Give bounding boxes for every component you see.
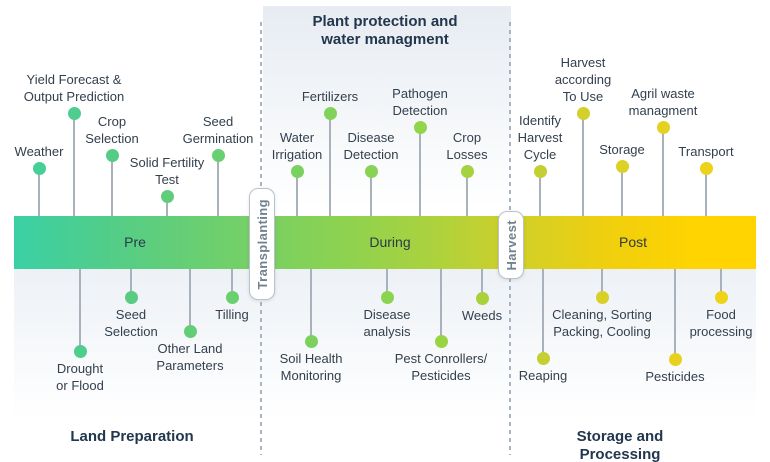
disease-analysis-label: Disease analysis bbox=[363, 307, 411, 339]
drought-or-flood-dot bbox=[73, 344, 87, 358]
reaping-stem bbox=[542, 269, 544, 358]
seed-germination-stem bbox=[217, 155, 219, 216]
weather-dot bbox=[32, 161, 46, 175]
water-irrigation-label: Water Irrigation bbox=[271, 130, 323, 162]
tilling-label: Tilling bbox=[215, 307, 249, 322]
seed-selection-stem bbox=[130, 269, 132, 297]
soil-health-monitoring-stem bbox=[310, 269, 312, 341]
food-processing-stem bbox=[720, 269, 722, 297]
pesticides-label: Pesticides bbox=[645, 369, 705, 384]
harvest-according-to-use-stem bbox=[582, 113, 584, 216]
solid-fertility-test-stem bbox=[166, 196, 168, 216]
soil-health-monitoring-label: Soil Health Monitoring bbox=[279, 351, 343, 383]
pest-conrollers-pesticides-dot bbox=[434, 334, 448, 348]
agril-waste-managment-stem bbox=[662, 127, 664, 216]
agril-waste-managment-dot bbox=[656, 120, 670, 134]
food-processing-dot bbox=[714, 290, 728, 304]
cleaning-sorting-packing-cooling-stem bbox=[601, 269, 603, 297]
pathogen-detection-dot bbox=[413, 120, 427, 134]
solid-fertility-test-label: Solid Fertility Test bbox=[129, 155, 205, 187]
disease-detection-label: Disease Detection bbox=[343, 130, 399, 162]
cleaning-sorting-packing-cooling-dot bbox=[595, 290, 609, 304]
tilling-dot bbox=[225, 290, 239, 304]
storage-dot bbox=[615, 159, 629, 173]
crop-selection-dot bbox=[105, 148, 119, 162]
pesticides-dot bbox=[668, 352, 682, 366]
yield-forecast-output-prediction-label: Yield Forecast & Output Prediction bbox=[23, 72, 125, 104]
bar-label-post: Post bbox=[618, 234, 648, 250]
section-title-land-preparation: Land Preparation bbox=[70, 428, 194, 445]
seed-selection-dot bbox=[124, 290, 138, 304]
weather-label: Weather bbox=[14, 144, 64, 159]
pathogen-detection-stem bbox=[419, 127, 421, 216]
water-irrigation-dot bbox=[290, 164, 304, 178]
tilling-stem bbox=[231, 269, 233, 297]
drought-or-flood-label: Drought or Flood bbox=[56, 361, 104, 393]
other-land-parameters-stem bbox=[189, 269, 191, 331]
disease-analysis-stem bbox=[386, 269, 388, 297]
middle-panel-background bbox=[263, 6, 511, 216]
crop-losses-dot bbox=[460, 164, 474, 178]
disease-detection-dot bbox=[364, 164, 378, 178]
weeds-label: Weeds bbox=[461, 308, 503, 323]
cleaning-sorting-packing-cooling-label: Cleaning, Sorting Packing, Cooling bbox=[552, 307, 652, 339]
pesticides-stem bbox=[674, 269, 676, 359]
crop-selection-label: Crop Selection bbox=[85, 114, 139, 146]
water-irrigation-stem bbox=[296, 171, 298, 216]
transport-label: Transport bbox=[678, 144, 734, 159]
storage-stem bbox=[621, 166, 623, 216]
other-land-parameters-dot bbox=[183, 324, 197, 338]
food-processing-label: Food processing bbox=[689, 307, 753, 339]
fertilizers-stem bbox=[329, 113, 331, 216]
pest-conrollers-pesticides-label: Pest Conrollers/ Pesticides bbox=[394, 351, 488, 383]
seed-selection-label: Seed Selection bbox=[104, 307, 158, 339]
harvest-according-to-use-label: Harvest according To Use bbox=[554, 55, 612, 104]
seed-germination-dot bbox=[211, 148, 225, 162]
storage-label: Storage bbox=[599, 142, 645, 157]
milestone-transplanting-label: Transplanting bbox=[254, 198, 270, 290]
bar-label-pre: Pre bbox=[124, 234, 146, 250]
soil-health-monitoring-dot bbox=[304, 334, 318, 348]
weeds-stem bbox=[481, 269, 483, 298]
harvest-according-to-use-dot bbox=[576, 106, 590, 120]
identify-harvest-cycle-label: Identify Harvest Cycle bbox=[517, 113, 563, 162]
crop-losses-stem bbox=[466, 171, 468, 216]
disease-analysis-dot bbox=[380, 290, 394, 304]
other-land-parameters-label: Other Land Parameters bbox=[156, 341, 224, 373]
seed-germination-label: Seed Germination bbox=[182, 114, 254, 146]
milestone-harvest-label: Harvest bbox=[503, 219, 519, 271]
reaping-dot bbox=[536, 351, 550, 365]
weather-stem bbox=[38, 168, 40, 216]
section-title-storage-processing: Storage and Processing bbox=[576, 428, 664, 462]
agril-waste-managment-label: Agril waste managment bbox=[628, 86, 698, 118]
crop-selection-stem bbox=[111, 155, 113, 216]
milestone-harvest: Harvest bbox=[498, 211, 524, 279]
weeds-dot bbox=[475, 291, 489, 305]
bar-label-during: During bbox=[369, 234, 411, 250]
identify-harvest-cycle-dot bbox=[533, 164, 547, 178]
identify-harvest-cycle-stem bbox=[539, 171, 541, 216]
pathogen-detection-label: Pathogen Detection bbox=[392, 86, 448, 118]
reaping-label: Reaping bbox=[518, 368, 568, 383]
crop-losses-label: Crop Losses bbox=[446, 130, 488, 162]
section-title-plant-protection: Plant protection and water managment bbox=[312, 13, 458, 48]
fertilizers-dot bbox=[323, 106, 337, 120]
pest-conrollers-pesticides-stem bbox=[440, 269, 442, 341]
yield-forecast-output-prediction-dot bbox=[67, 106, 81, 120]
fertilizers-label: Fertilizers bbox=[301, 89, 359, 104]
disease-detection-stem bbox=[370, 171, 372, 216]
timeline-gradient-bar bbox=[14, 216, 756, 269]
yield-forecast-output-prediction-stem bbox=[73, 113, 75, 216]
drought-or-flood-stem bbox=[79, 269, 81, 351]
transport-dot bbox=[699, 161, 713, 175]
solid-fertility-test-dot bbox=[160, 189, 174, 203]
milestone-transplanting: Transplanting bbox=[249, 188, 275, 300]
transport-stem bbox=[705, 168, 707, 216]
